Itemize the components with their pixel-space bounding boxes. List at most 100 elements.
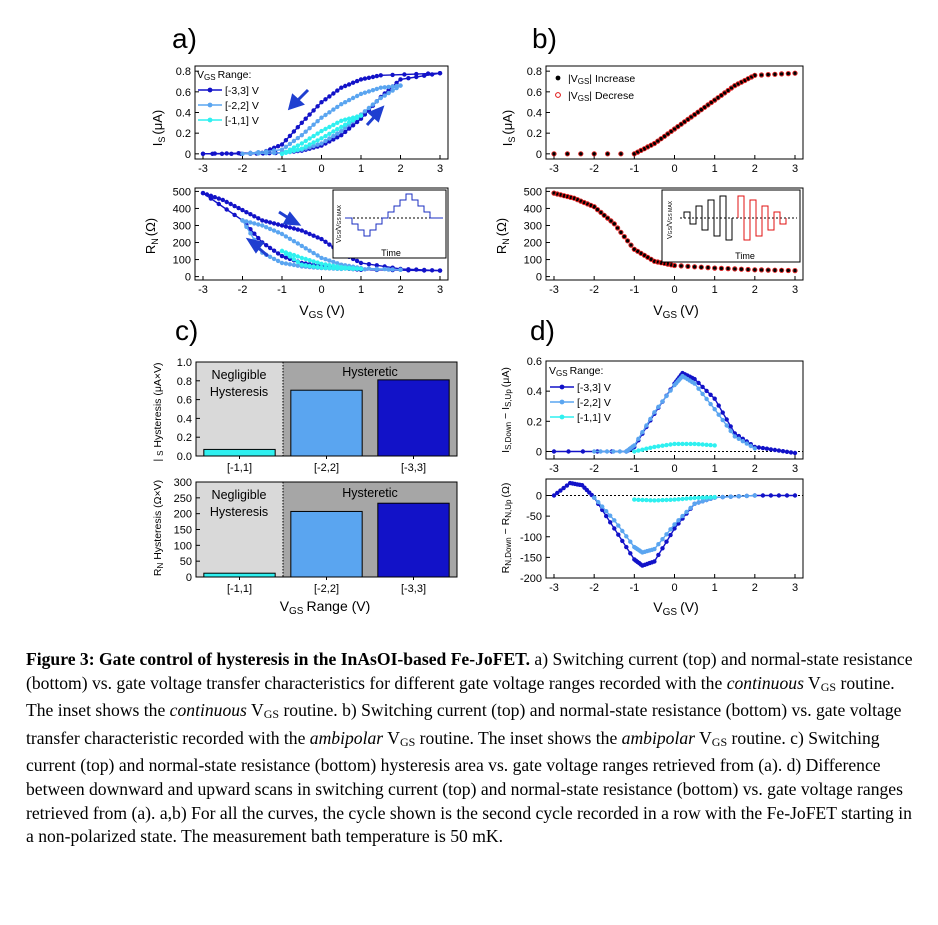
data-point-decrease <box>608 218 614 224</box>
data-point-increase <box>726 266 730 271</box>
data-point-increase <box>605 216 610 220</box>
data-point <box>299 262 304 267</box>
data-point <box>712 494 717 500</box>
data-point-decrease <box>591 204 597 210</box>
x-tick-label: 0 <box>318 284 324 296</box>
data-point <box>684 509 689 515</box>
data-point <box>668 497 673 502</box>
data-point-decrease <box>614 225 621 231</box>
data-point <box>295 143 300 148</box>
legend-d: VGS Range: [-3,3] V [-2,2] V [-1,1] V <box>549 365 611 424</box>
data-point <box>335 131 340 136</box>
data-point-increase <box>692 112 697 117</box>
data-point <box>267 226 273 232</box>
data-point <box>712 443 717 448</box>
panel-label-d: d) <box>530 315 555 346</box>
data-point <box>551 449 557 454</box>
data-point-decrease <box>655 138 661 144</box>
x-tick-label: 1 <box>712 582 718 594</box>
x-tick-label: -2 <box>238 163 248 175</box>
x-tick-label: 1 <box>358 163 364 175</box>
data-point-decrease <box>588 202 594 208</box>
data-point <box>768 493 774 498</box>
data-point-decrease <box>554 191 560 197</box>
data-point-increase <box>612 222 617 226</box>
data-point-decrease <box>725 265 731 272</box>
data-point <box>299 120 304 126</box>
y-tick-label: 0 <box>536 446 542 458</box>
data-point-increase <box>689 115 693 119</box>
data-point <box>327 124 332 130</box>
inset-time-label: Time <box>381 248 401 258</box>
x-tick-label: 3 <box>437 163 443 175</box>
data-point <box>636 497 641 502</box>
data-point-increase <box>716 95 720 100</box>
data-point-decrease <box>772 71 778 77</box>
data-point-decrease <box>712 97 718 103</box>
data-point-decrease <box>758 267 765 273</box>
data-point <box>406 76 411 81</box>
data-point <box>358 91 364 97</box>
data-point <box>561 485 566 491</box>
data-point-decrease <box>752 267 758 273</box>
data-point <box>566 449 571 454</box>
data-point <box>406 267 411 272</box>
bar <box>203 448 276 457</box>
data-point <box>319 115 324 120</box>
data-point <box>267 254 273 259</box>
ylabel-c-top: | S Hysteresis (μA×V) <box>152 362 165 461</box>
inset-ambipolar: Time VGS/VGS MAX <box>661 189 801 263</box>
x-tick-label: 2 <box>397 284 403 296</box>
y-tick-label: 1.0 <box>177 357 192 369</box>
legend-b: |VGS| Increase |VGS| Decrese <box>555 73 635 103</box>
data-point <box>295 227 300 232</box>
data-point-decrease <box>668 262 674 268</box>
data-point <box>299 243 304 249</box>
data-point <box>307 142 312 147</box>
data-point <box>303 256 308 262</box>
data-point <box>672 497 677 502</box>
data-point <box>692 381 697 386</box>
data-point-increase <box>726 88 730 93</box>
data-point <box>200 190 206 196</box>
bar <box>290 389 363 457</box>
data-point <box>240 218 245 223</box>
data-point <box>628 539 633 544</box>
data-point-decrease <box>718 265 725 271</box>
data-point <box>760 445 766 451</box>
data-point <box>724 423 729 428</box>
data-point <box>716 403 721 408</box>
data-point-decrease <box>564 151 571 157</box>
data-point <box>331 91 336 96</box>
x-tick-label: -1 <box>277 163 287 175</box>
y-tick-label: -50 <box>526 511 542 523</box>
data-point-decrease <box>551 190 557 196</box>
data-point-decrease <box>604 215 611 221</box>
x-tick-label: -1 <box>277 284 287 296</box>
data-point <box>267 220 273 225</box>
data-point <box>358 77 364 82</box>
data-point <box>744 441 749 446</box>
data-point <box>224 151 229 156</box>
data-point <box>692 441 697 447</box>
data-point <box>315 104 320 109</box>
data-point <box>620 528 625 534</box>
data-point-decrease <box>691 264 698 270</box>
data-point-decrease <box>681 119 688 125</box>
data-point <box>716 412 721 417</box>
ylabel-d-top: IS,Down − IS,Up(μA) <box>500 367 513 453</box>
data-point <box>295 147 300 152</box>
data-point <box>350 95 356 101</box>
data-point <box>390 267 395 272</box>
data-point <box>271 248 277 253</box>
data-point <box>708 495 713 500</box>
data-point <box>319 255 324 261</box>
data-point-increase <box>645 255 650 260</box>
data-point <box>264 243 269 248</box>
category-label: [-3,3] <box>401 462 426 474</box>
data-point <box>684 441 689 447</box>
data-point <box>339 124 344 130</box>
panel-d-top: -3 -2 -1 0 1 2 3 0 0.2 0.4 0.6 VGS Range: [-3,3] V … <box>500 356 804 475</box>
data-point <box>652 444 657 450</box>
data-point <box>724 417 729 422</box>
